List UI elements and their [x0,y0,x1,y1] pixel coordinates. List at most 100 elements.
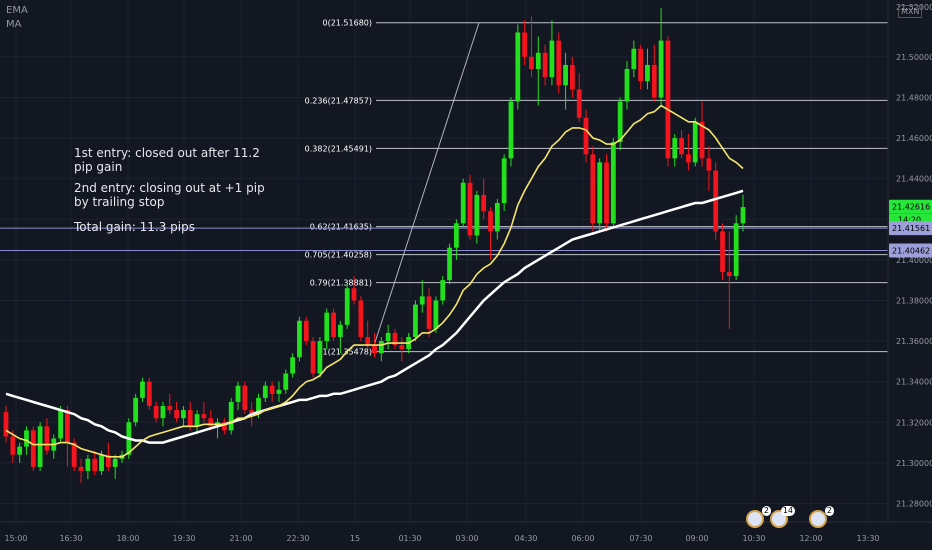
candle-body[interactable] [324,312,330,342]
ma-indicator-label[interactable]: MA [6,19,22,30]
candle-body[interactable] [385,332,391,342]
candle-body[interactable] [221,422,227,431]
ema-indicator-label[interactable]: EMA [6,5,28,16]
candle-body[interactable] [317,341,323,374]
candle-body[interactable] [686,154,691,163]
candle-body[interactable] [679,138,684,155]
candle-body[interactable] [344,288,350,325]
candle-body[interactable] [160,406,166,419]
candle-body[interactable] [460,182,466,224]
candle-body[interactable] [494,203,500,232]
candle-body[interactable] [256,397,261,415]
candle-body[interactable] [290,357,295,374]
us-flag-icon[interactable]: 2 [809,506,834,528]
candle-body[interactable] [549,40,555,78]
price-tag[interactable] [889,221,932,236]
candle-body[interactable] [556,40,562,86]
candle-body[interactable] [37,426,43,467]
candle-body[interactable] [187,410,193,427]
candle-body[interactable] [228,401,234,431]
candle-body[interactable] [583,117,589,155]
candle-body[interactable] [71,442,77,467]
candle-body[interactable] [242,385,248,411]
candle-body[interactable] [563,64,568,86]
candle-body[interactable] [351,288,357,301]
candle-body[interactable] [597,162,603,224]
candle-body[interactable] [201,414,207,419]
candle-body[interactable] [713,170,719,232]
candle-body[interactable] [638,48,644,82]
candle-body[interactable] [133,397,139,423]
candle-body[interactable] [440,280,446,301]
candle-body[interactable] [235,385,241,402]
candle-body[interactable] [378,341,384,354]
us-flag-icon[interactable]: 2 [746,506,771,528]
candle-body[interactable] [269,385,275,394]
candle-body[interactable] [112,458,118,467]
candle-body[interactable] [467,182,473,236]
candle-body[interactable] [570,64,575,90]
candle-body[interactable] [535,52,541,70]
candle-body[interactable] [358,300,364,337]
candle-body[interactable] [78,466,84,471]
candle-body[interactable] [58,410,63,439]
candle-body[interactable] [529,56,534,70]
candle-body[interactable] [658,40,664,98]
candle-body[interactable] [720,231,725,273]
candle-body[interactable] [474,194,480,236]
candle-body[interactable] [276,389,282,394]
candle-body[interactable] [726,272,732,277]
candle-body[interactable] [399,345,405,350]
candle-body[interactable] [740,207,746,224]
candle-body[interactable] [297,320,302,358]
candle-body[interactable] [542,52,548,78]
candle-body[interactable] [337,324,343,337]
candle-body[interactable] [249,410,255,415]
candle-body[interactable] [194,414,200,427]
candle-body[interactable] [262,385,268,398]
candle-body[interactable] [617,101,623,143]
time-axis[interactable]: 15:00 16:30 18:00 19:30 21:00 22:30 15 01:30 03:… [0,521,932,543]
candle-body[interactable] [181,410,186,419]
price-tag[interactable] [889,243,932,258]
price-axis[interactable]: 21.52000 21.50000 21.48000 21.46000 21.44000… [887,0,932,522]
candle-body[interactable] [365,336,371,346]
candle-body[interactable] [140,381,145,398]
candle-body[interactable] [105,454,111,467]
candle-body[interactable] [208,418,214,427]
candle-body[interactable] [92,458,98,471]
price-tag[interactable] [889,199,932,214]
candle-body[interactable] [481,194,487,212]
candle-body[interactable] [515,32,521,102]
candle-body[interactable] [624,69,630,102]
candlestick-series[interactable] [3,8,746,484]
candle-body[interactable] [706,158,712,171]
candle-body[interactable] [501,158,507,204]
candle-body[interactable] [303,320,309,342]
fibonacci-retracement[interactable]: 0(21.51680) 0.236(21.47857) 0.382(21.45491… [0,19,888,357]
candle-body[interactable] [331,312,336,337]
candle-body[interactable] [3,412,9,437]
candle-body[interactable] [645,64,650,82]
candle-body[interactable] [426,296,432,329]
candle-body[interactable] [372,345,377,354]
candle-body[interactable] [733,223,739,277]
candle-body[interactable] [174,410,179,419]
candle-body[interactable] [146,381,152,407]
candle-body[interactable] [447,247,452,281]
candle-body[interactable] [392,332,398,346]
candle-body[interactable] [413,304,418,337]
candle-body[interactable] [433,300,439,329]
candle-body[interactable] [17,446,23,455]
candle-body[interactable] [610,142,616,224]
candle-body[interactable] [454,223,459,248]
candle-body[interactable] [283,373,289,390]
candle-body[interactable] [651,64,657,98]
candle-body[interactable] [167,406,173,411]
currency-label[interactable]: MXN [898,5,923,18]
candle-body[interactable] [590,154,596,224]
candle-body[interactable] [576,89,582,118]
candle-body[interactable] [692,121,698,163]
candle-body[interactable] [699,121,705,159]
